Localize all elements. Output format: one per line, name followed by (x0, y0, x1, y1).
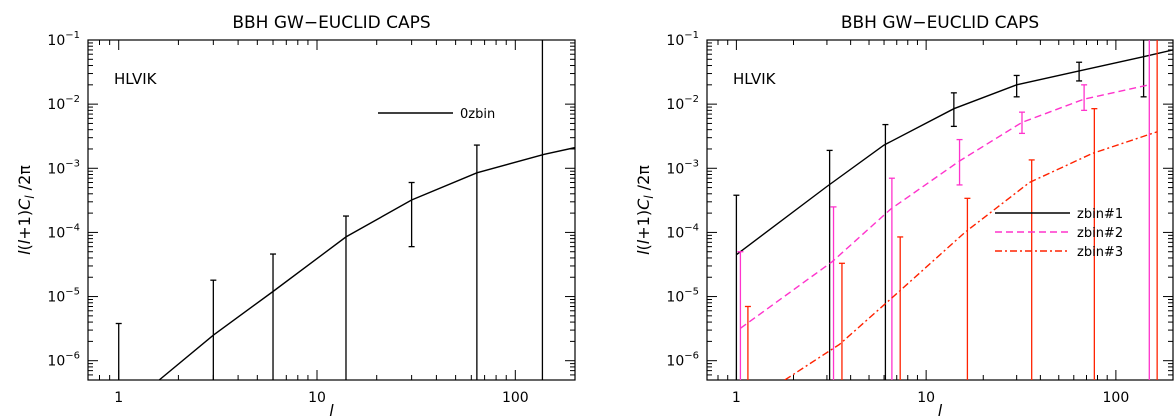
data-layer (115, 40, 575, 380)
legend-label: zbin#1 (1077, 207, 1123, 222)
y-tick-base: 10 (47, 354, 65, 370)
chart-title: BBH GW−EUCLID CAPS (232, 13, 430, 33)
y-tick-label: 10−3 (666, 158, 699, 177)
y-tick-base: 10 (666, 33, 684, 49)
y-axis-label-part: l (634, 239, 653, 244)
y-tick-exponent: −4 (684, 222, 699, 233)
x-tick-label: 100 (1103, 390, 1130, 406)
plot-frame (706, 39, 1174, 381)
y-tick-label: 10−1 (666, 30, 699, 49)
y-tick-exponent: −5 (65, 287, 80, 298)
x-tick-label: 10 (917, 390, 935, 406)
y-axis-label-part: l (15, 239, 34, 244)
series-line-zbin#3 (784, 131, 1158, 380)
y-tick-label: 10−5 (47, 287, 80, 306)
y-axis-label-part: C (15, 198, 34, 210)
y-tick-exponent: −4 (65, 222, 80, 233)
y-axis-label-part: /2π (634, 165, 653, 196)
y-tick-base: 10 (47, 33, 65, 49)
y-tick-exponent: −3 (65, 158, 80, 169)
y-tick-label: 10−4 (666, 222, 699, 241)
plot-frame (87, 39, 576, 381)
x-axis-label: l (938, 401, 943, 419)
y-tick-exponent: −6 (684, 351, 699, 362)
y-axis-label-part: ( (634, 244, 653, 250)
y-tick-exponent: −2 (684, 94, 699, 105)
legend-label: zbin#3 (1077, 245, 1123, 260)
x-axis-label: l (329, 401, 334, 419)
y-axis-label-part: +1) (15, 210, 34, 240)
y-axis-label-part: /2π (15, 165, 34, 196)
y-tick-label: 10−2 (666, 94, 699, 113)
y-tick-exponent: −1 (684, 30, 699, 41)
y-axis-label-part: l (642, 195, 656, 199)
legend-label: 0zbin (460, 107, 495, 122)
y-tick-exponent: −2 (65, 94, 80, 105)
y-tick-label: 10−6 (47, 351, 80, 370)
y-tick-exponent: −1 (65, 30, 80, 41)
y-tick-base: 10 (666, 354, 684, 370)
y-tick-label: 10−3 (47, 158, 80, 177)
y-axis-label-part: +1) (634, 210, 653, 240)
y-axis-label: l(l+1)Cl /2π (634, 165, 656, 255)
y-tick-label: 10−2 (47, 94, 80, 113)
y-tick-exponent: −6 (65, 351, 80, 362)
chart-title: BBH GW−EUCLID CAPS (841, 13, 1039, 33)
y-tick-label: 10−4 (47, 222, 80, 241)
x-tick-label: 10 (308, 390, 326, 406)
x-tick-label: 1 (732, 390, 741, 406)
series-line-0zbin (158, 146, 575, 380)
y-axis-label: l(l+1)Cl /2π (15, 165, 37, 255)
y-axis-label-part: l (23, 195, 37, 199)
data-layer (733, 40, 1173, 380)
y-tick-base: 10 (666, 161, 684, 177)
legend: 0zbin (378, 107, 495, 122)
y-axis-label-part: l (634, 250, 653, 255)
y-tick-base: 10 (47, 97, 65, 113)
y-tick-label: 10−1 (47, 30, 80, 49)
legend: zbin#1 zbin#2 zbin#3 (995, 207, 1123, 260)
y-tick-exponent: −3 (684, 158, 699, 169)
y-axis-label-part: C (634, 198, 653, 210)
series-line-zbin#1 (735, 49, 1173, 256)
legend-label: zbin#2 (1077, 226, 1123, 241)
x-tick-label: 1 (114, 390, 123, 406)
y-tick-base: 10 (666, 290, 684, 306)
y-tick-base: 10 (47, 225, 65, 241)
y-tick-base: 10 (47, 161, 65, 177)
y-tick-base: 10 (666, 225, 684, 241)
y-tick-label: 10−6 (666, 351, 699, 370)
panel-label: HLVIK (114, 70, 158, 88)
y-axis-label-part: ( (15, 244, 34, 250)
y-tick-base: 10 (666, 97, 684, 113)
y-tick-label: 10−5 (666, 287, 699, 306)
y-tick-exponent: −5 (684, 287, 699, 298)
panel-label: HLVIK (733, 70, 777, 88)
y-tick-base: 10 (47, 290, 65, 306)
x-tick-label: 100 (502, 390, 529, 406)
y-axis-label-part: l (15, 250, 34, 255)
